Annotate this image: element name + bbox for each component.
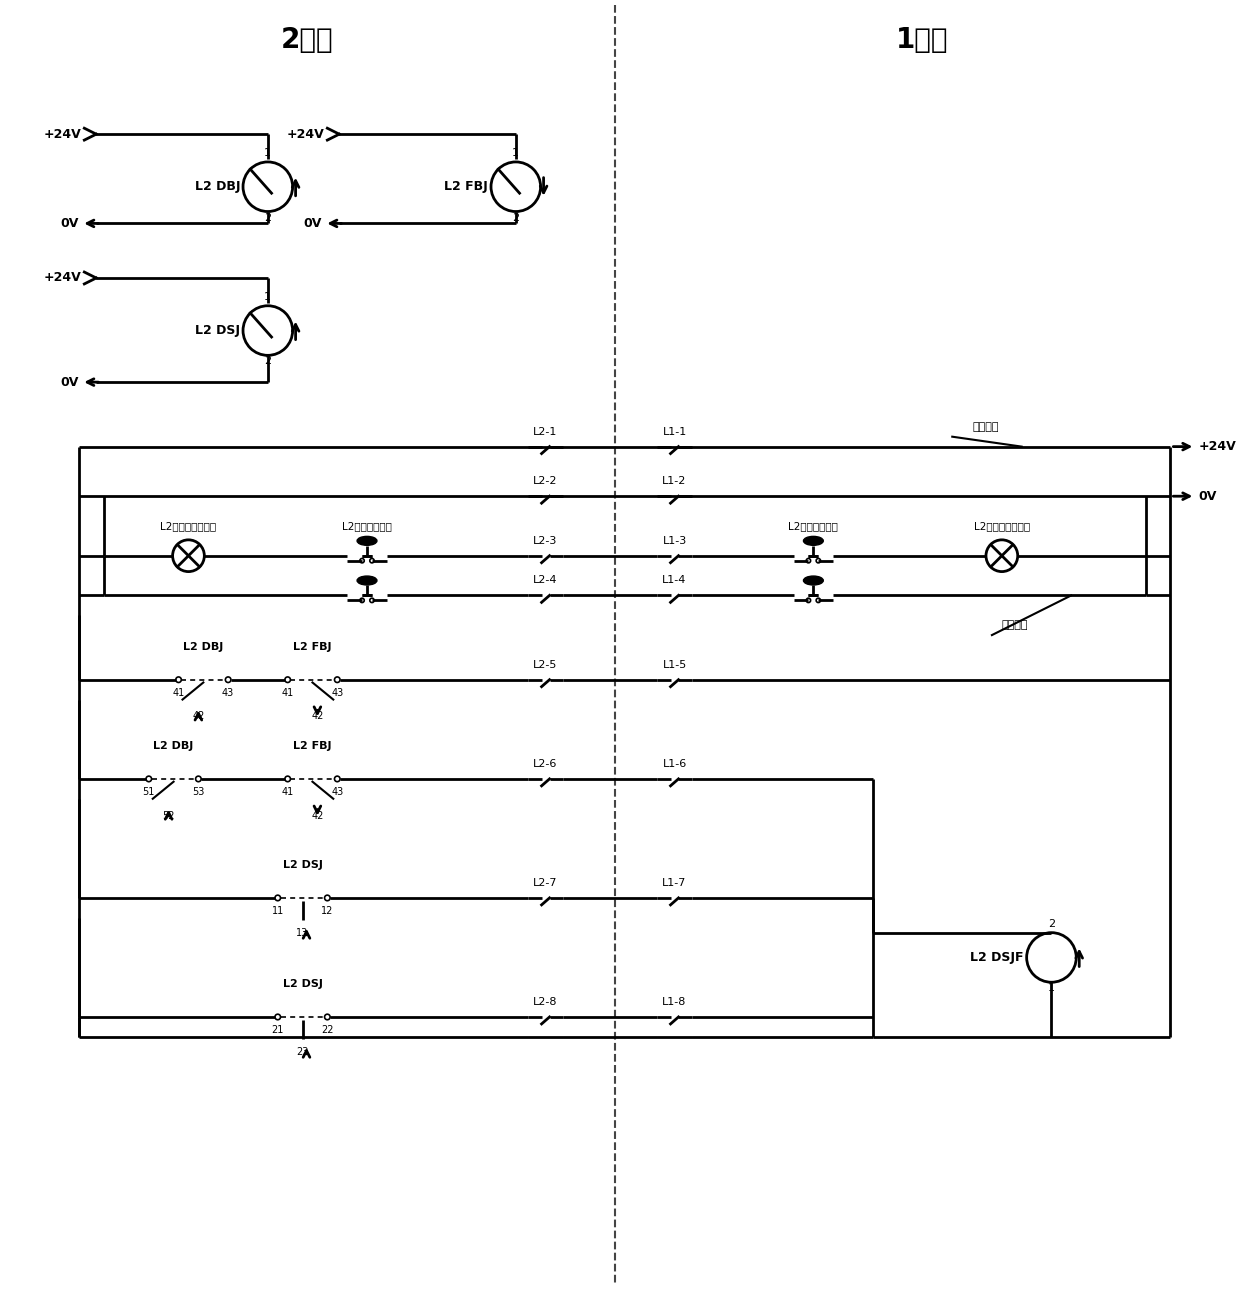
Text: L2 DSJ: L2 DSJ bbox=[283, 860, 322, 870]
Text: 21: 21 bbox=[272, 1025, 284, 1035]
Text: L1-3: L1-3 bbox=[662, 536, 687, 545]
Text: 1: 1 bbox=[264, 148, 272, 159]
Text: 42: 42 bbox=[192, 712, 205, 722]
Text: 2: 2 bbox=[264, 213, 272, 223]
Text: 13: 13 bbox=[296, 928, 309, 937]
Text: +24V: +24V bbox=[43, 128, 82, 141]
Ellipse shape bbox=[804, 576, 823, 585]
Text: L2-1: L2-1 bbox=[533, 427, 558, 437]
Text: 22: 22 bbox=[321, 1025, 334, 1035]
Text: L2故障旁路指示灯: L2故障旁路指示灯 bbox=[160, 521, 217, 531]
Text: L2 DSJ: L2 DSJ bbox=[195, 324, 241, 336]
Text: L1-4: L1-4 bbox=[662, 575, 687, 585]
Text: L2 DSJ: L2 DSJ bbox=[283, 980, 322, 989]
Text: 2: 2 bbox=[264, 356, 272, 366]
Text: L2 FBJ: L2 FBJ bbox=[293, 741, 332, 751]
Text: L2-3: L2-3 bbox=[533, 536, 558, 545]
Text: L2-2: L2-2 bbox=[533, 477, 558, 486]
Text: 2号线: 2号线 bbox=[281, 26, 334, 54]
Text: L1-8: L1-8 bbox=[662, 998, 687, 1007]
Text: 1: 1 bbox=[512, 148, 520, 159]
Ellipse shape bbox=[804, 536, 823, 545]
Text: 2: 2 bbox=[1048, 919, 1055, 928]
Text: 41: 41 bbox=[281, 687, 294, 697]
Text: 43: 43 bbox=[331, 687, 343, 697]
Text: 42: 42 bbox=[311, 811, 324, 821]
Text: L2故障旁路指示灯: L2故障旁路指示灯 bbox=[973, 521, 1030, 531]
Text: 43: 43 bbox=[222, 687, 234, 697]
Text: 第二回路: 第二回路 bbox=[1002, 620, 1028, 630]
Text: L2故障旁路按鈕: L2故障旁路按鈕 bbox=[342, 521, 392, 531]
Text: L2-4: L2-4 bbox=[533, 575, 558, 585]
Ellipse shape bbox=[357, 536, 377, 545]
Text: 43: 43 bbox=[331, 786, 343, 797]
Text: L1-5: L1-5 bbox=[662, 660, 687, 670]
Text: +24V: +24V bbox=[286, 128, 325, 141]
Text: +24V: +24V bbox=[1198, 440, 1236, 454]
Text: L2 DBJ: L2 DBJ bbox=[154, 741, 193, 751]
Text: 1: 1 bbox=[264, 291, 272, 302]
Text: 41: 41 bbox=[281, 786, 294, 797]
Text: 第一回路: 第一回路 bbox=[972, 422, 998, 432]
Text: L2故障旁路按鈕: L2故障旁路按鈕 bbox=[789, 521, 838, 531]
Text: L1-1: L1-1 bbox=[662, 427, 687, 437]
Text: L2-7: L2-7 bbox=[533, 878, 558, 888]
Text: 42: 42 bbox=[311, 712, 324, 722]
Text: 52: 52 bbox=[162, 811, 175, 821]
Text: 0V: 0V bbox=[60, 217, 78, 229]
Text: 0V: 0V bbox=[1198, 490, 1216, 503]
Text: 51: 51 bbox=[143, 786, 155, 797]
Text: 1: 1 bbox=[1048, 984, 1055, 994]
Text: 1号线: 1号线 bbox=[897, 26, 949, 54]
Text: 53: 53 bbox=[192, 786, 205, 797]
Text: 0V: 0V bbox=[60, 375, 78, 389]
Text: L2 FBJ: L2 FBJ bbox=[293, 642, 332, 652]
Text: 0V: 0V bbox=[303, 217, 321, 229]
Text: +24V: +24V bbox=[43, 272, 82, 285]
Text: L2 DBJ: L2 DBJ bbox=[184, 642, 223, 652]
Text: L2 DSJF: L2 DSJF bbox=[970, 951, 1024, 964]
Text: L1-6: L1-6 bbox=[662, 759, 687, 770]
Text: 12: 12 bbox=[321, 906, 334, 916]
Text: L2 DBJ: L2 DBJ bbox=[195, 180, 241, 193]
Text: L2-8: L2-8 bbox=[533, 998, 558, 1007]
Ellipse shape bbox=[357, 576, 377, 585]
Text: L1-2: L1-2 bbox=[662, 477, 687, 486]
Text: L2-5: L2-5 bbox=[533, 660, 558, 670]
Text: 11: 11 bbox=[272, 906, 284, 916]
Text: L2 FBJ: L2 FBJ bbox=[444, 180, 489, 193]
Text: 2: 2 bbox=[512, 213, 520, 223]
Text: 23: 23 bbox=[296, 1047, 309, 1057]
Text: L1-7: L1-7 bbox=[662, 878, 687, 888]
Text: L2-6: L2-6 bbox=[533, 759, 558, 770]
Text: 41: 41 bbox=[172, 687, 185, 697]
